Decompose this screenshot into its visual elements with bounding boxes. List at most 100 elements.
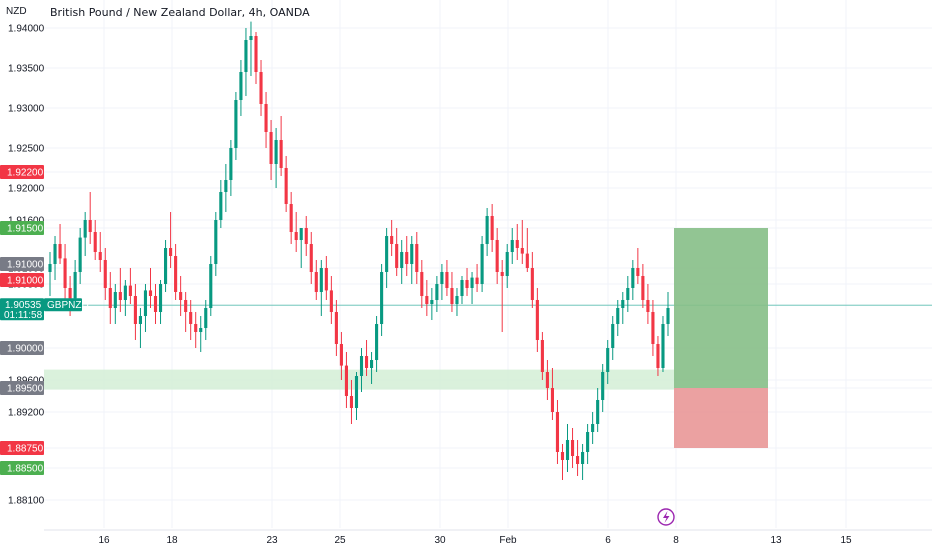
candle-body-70	[400, 252, 404, 268]
x-tick-label: 6	[605, 535, 611, 546]
candle-body-29	[194, 324, 198, 332]
price-tag-6	[0, 381, 44, 395]
candle-body-0	[48, 264, 52, 272]
y-tick-label: 1.89200	[8, 408, 45, 419]
candle-body-122	[661, 324, 665, 368]
time-axis[interactable]: 16 18 23 25 30 Feb 6 8 13 15	[44, 529, 932, 546]
price-tag-2	[0, 257, 44, 271]
candle-body-55	[324, 268, 328, 291]
x-tick-label: 25	[334, 535, 346, 546]
candle-body-17	[133, 296, 137, 324]
price-tag-label: 1.92200	[7, 168, 44, 179]
y-tick-label: 1.92500	[8, 144, 45, 155]
y-tick-label: 1.93500	[8, 64, 45, 75]
price-tag-1	[0, 221, 44, 235]
candle-body-4	[68, 288, 72, 299]
candle-body-123	[666, 308, 670, 324]
candle-body-63	[364, 356, 369, 368]
candle-body-41	[254, 36, 258, 72]
x-tick-label: 13	[770, 535, 782, 546]
position-stop-zone[interactable]	[674, 388, 768, 448]
candle-body-37	[234, 100, 238, 148]
candle-body-6	[78, 237, 82, 272]
position-target-zone[interactable]	[674, 228, 768, 388]
candle-body-91	[505, 252, 509, 276]
x-tick-label: Feb	[499, 535, 517, 546]
candle-body-102	[560, 452, 565, 460]
last-price-tag	[0, 298, 44, 321]
y-tick-label: 1.88100	[8, 496, 45, 507]
candle-body-104	[570, 440, 575, 456]
x-tick-label: 18	[166, 535, 178, 546]
candle-body-66	[380, 272, 384, 324]
candle-body-118	[641, 276, 645, 300]
candle-body-72	[410, 244, 414, 264]
candle-body-121	[656, 344, 660, 368]
x-tick-label: 30	[434, 535, 446, 546]
candle-body-8	[88, 220, 92, 232]
candle-body-80	[450, 288, 454, 304]
candle-body-54	[319, 268, 323, 292]
candle-body-88	[490, 216, 494, 240]
candle-body-101	[555, 412, 560, 452]
symbol-label: GBPNZD	[47, 300, 89, 311]
candle-body-89	[495, 240, 499, 272]
candle-body-120	[651, 312, 655, 344]
price-tag-8	[0, 461, 44, 475]
candle-body-19	[143, 290, 148, 316]
candle-body-30	[199, 328, 203, 332]
candle-body-78	[440, 272, 444, 284]
candle-body-106	[581, 452, 585, 464]
candle-body-2	[58, 244, 62, 259]
candle-body-68	[390, 236, 394, 244]
candle-body-38	[239, 72, 243, 100]
candle-body-20	[148, 290, 153, 296]
candle-body-60	[349, 396, 354, 408]
candle-body-61	[354, 376, 359, 408]
candle-body-111	[606, 348, 610, 372]
candle-body-86	[480, 244, 484, 284]
candle-body-21	[153, 296, 158, 312]
candle-body-56	[329, 290, 333, 312]
candle-body-16	[128, 285, 132, 296]
lightning-event-icon[interactable]	[657, 508, 675, 526]
candle-body-26	[179, 292, 183, 300]
candle-body-71	[405, 252, 409, 264]
candle-body-44	[269, 132, 273, 164]
candle-body-85	[475, 277, 479, 284]
candle-body-82	[460, 280, 464, 296]
candle-body-81	[455, 296, 459, 304]
candle-body-103	[565, 440, 570, 460]
candle-body-58	[339, 344, 343, 366]
candle-body-7	[83, 220, 87, 238]
candle-body-42	[259, 72, 263, 104]
candle-body-94	[520, 248, 524, 254]
candle-body-96	[530, 268, 534, 300]
candle-body-97	[535, 300, 539, 340]
candle-body-18	[138, 316, 142, 324]
candle-body-31	[204, 308, 208, 328]
candle-body-12	[108, 288, 112, 308]
candle-body-90	[500, 272, 504, 276]
last-price-value: 1.90535	[5, 300, 42, 311]
candle-body-15	[123, 285, 127, 300]
candle-body-110	[601, 372, 605, 400]
candle-body-10	[98, 252, 102, 260]
candle-body-39	[244, 40, 248, 72]
x-tick-label: 16	[98, 535, 110, 546]
price-tag-5	[0, 341, 44, 355]
candle-body-33	[214, 220, 218, 264]
support-zone[interactable]	[44, 369, 674, 390]
candle-body-22	[158, 284, 163, 312]
candle-body-107	[586, 432, 590, 452]
candle-body-73	[415, 244, 419, 272]
candle-body-49	[294, 232, 298, 240]
candle-body-75	[425, 296, 429, 304]
candle-body-114	[621, 300, 625, 308]
candle-body-13	[113, 292, 117, 308]
candles[interactable]	[48, 21, 670, 480]
candle-body-32	[209, 264, 213, 308]
candle-body-23	[164, 248, 168, 284]
candle-body-35	[224, 180, 228, 192]
